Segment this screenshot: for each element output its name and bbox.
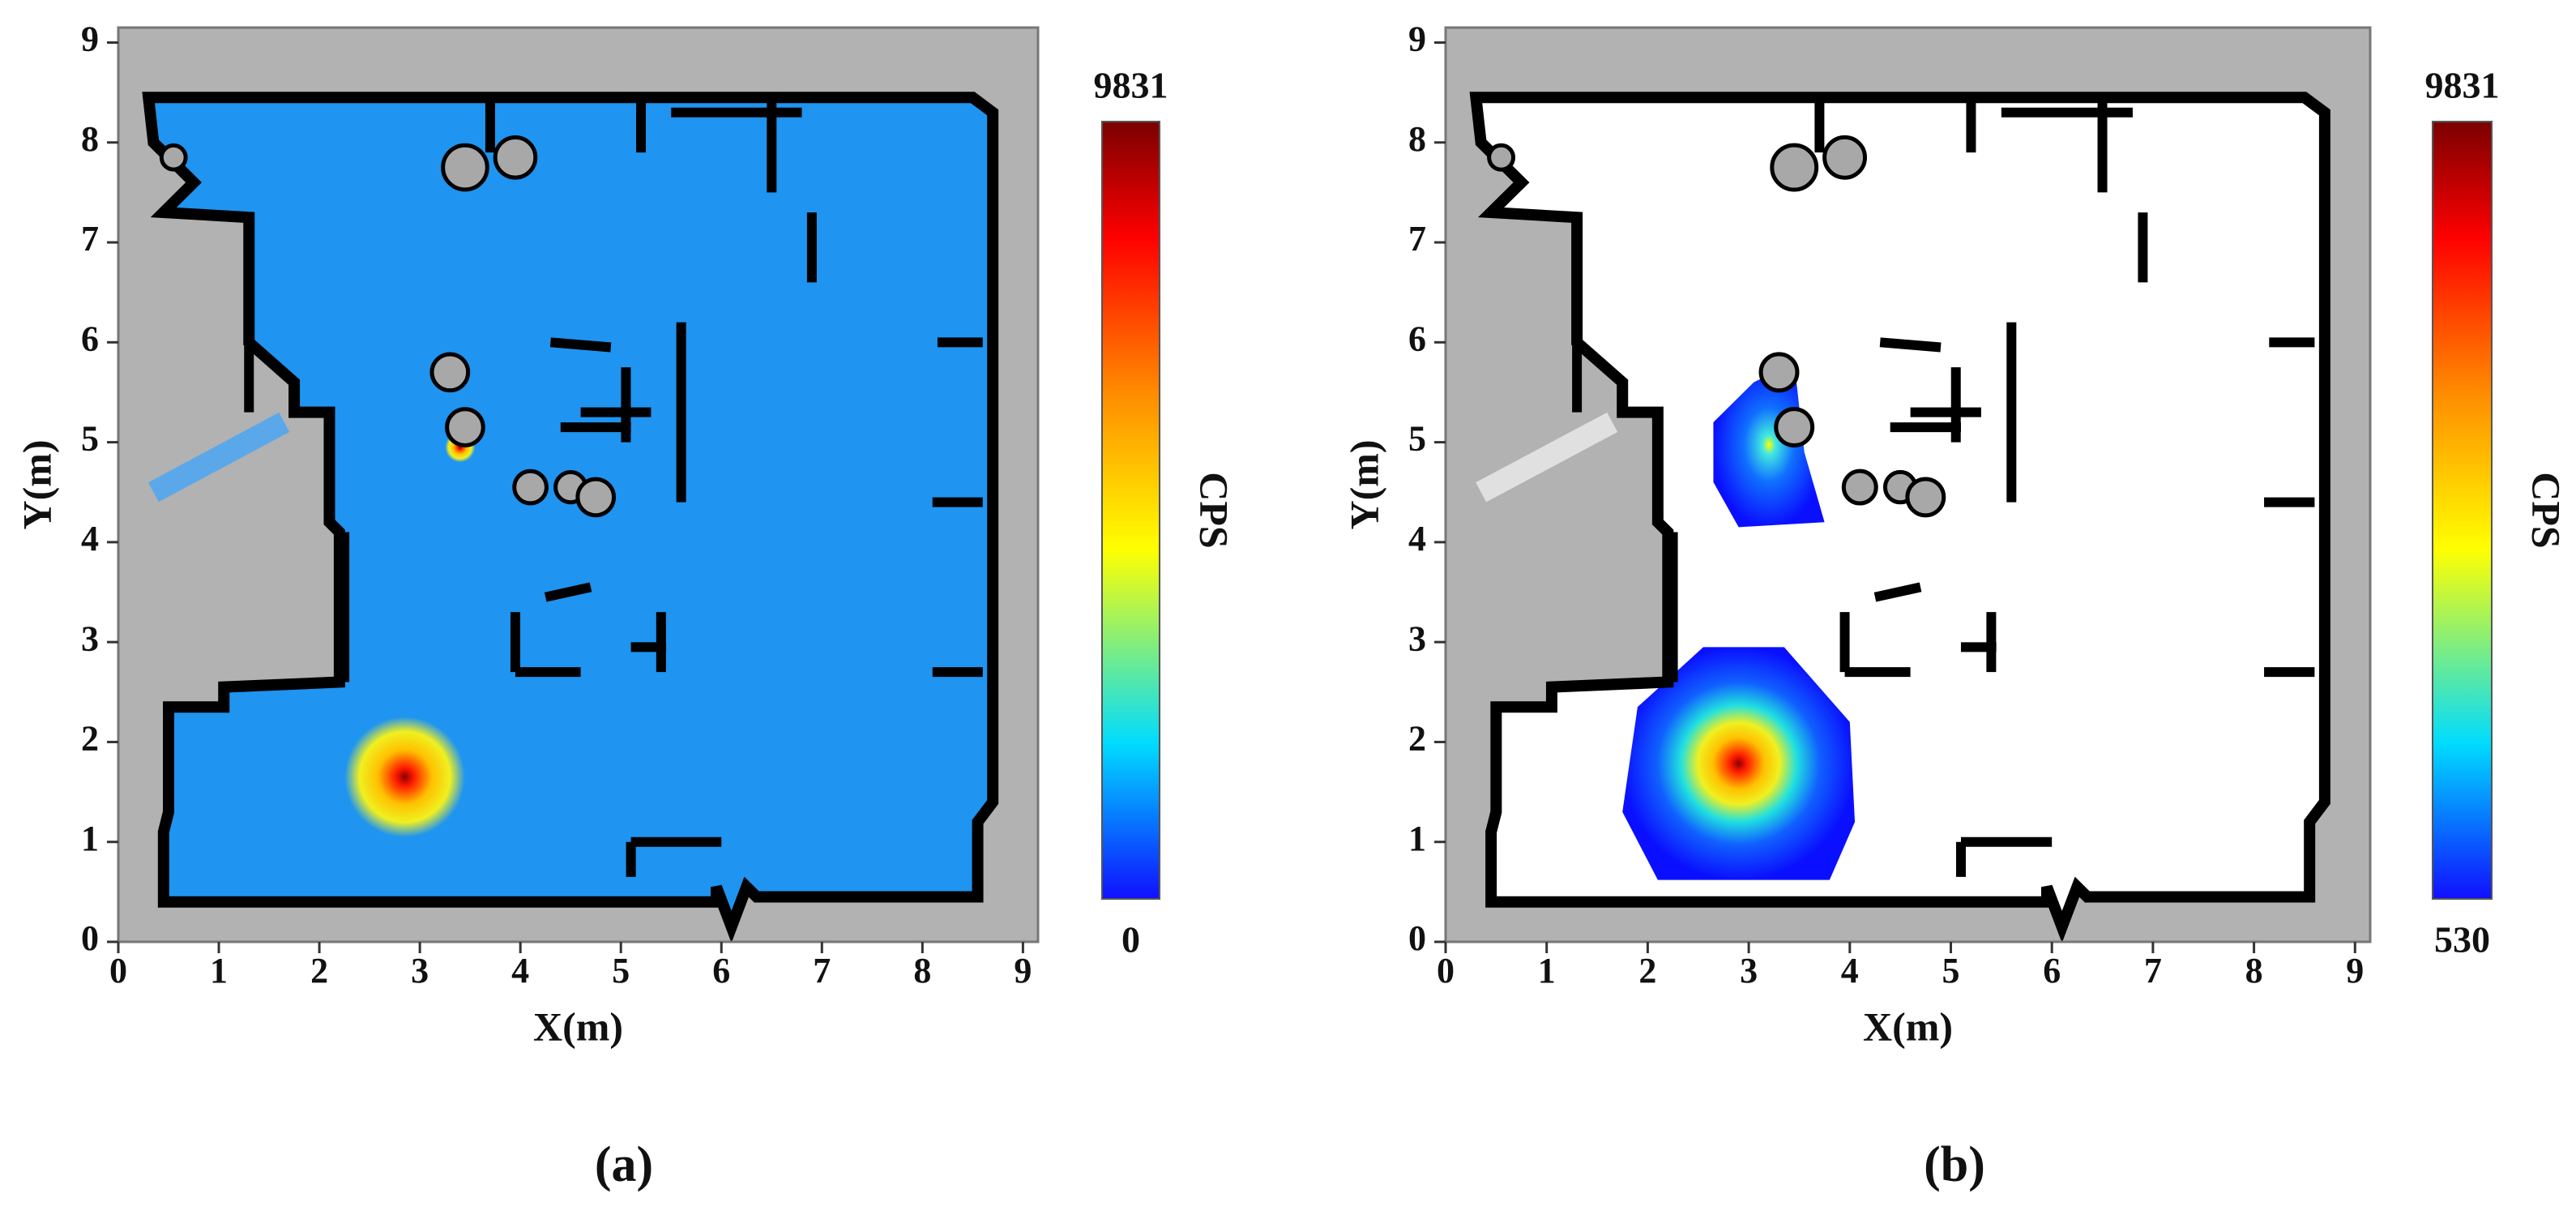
wall [544,582,592,602]
plot-frame [1444,26,2372,943]
x-tick-label: 0 [109,951,127,990]
plot-frame [117,26,1040,943]
obstacle [1770,143,1819,192]
obstacle [1841,468,1878,506]
x-tick-label: 1 [210,951,228,990]
x-tick-label: 5 [612,951,630,990]
obstacle [1487,143,1516,172]
ramp [1476,412,1618,503]
y-axis-label: Y(m) [1341,439,1386,529]
x-tick-label: 9 [1014,951,1032,990]
y-tick-label: 6 [1408,319,1426,358]
x-tick-label: 6 [712,951,730,990]
y-tick-label: 6 [81,319,99,358]
y-tick-label: 4 [81,519,99,558]
y-tick-label: 7 [81,219,99,259]
x-tick-label: 2 [310,951,328,990]
x-axis-label: X(m) [1863,1003,1953,1049]
obstacle [575,477,617,518]
x-axis-label: X(m) [533,1003,623,1049]
x-tick-label: 8 [2245,951,2263,990]
y-tick-label: 9 [1408,19,1426,59]
heat-region [1622,647,1856,880]
x-tick-label: 4 [511,951,529,990]
colorbar-tick-label: 0 [1121,919,1140,960]
wall [1873,582,1922,602]
wall [549,337,612,353]
y-tick-label: 7 [1408,219,1426,259]
panel-caption: (a) [595,1137,653,1192]
panel: 0 1 2 3 4 5 6 7 8 9 0 1 2 3 4 5 6 7 8 9 X(m) Y(m) 0 9831 CPS (a) [14,19,1237,1193]
floor [148,97,993,927]
x-tick-label: 2 [1638,951,1656,990]
x-tick-label: 8 [913,951,931,990]
panel-caption: (b) [1924,1137,1985,1192]
y-tick-label: 1 [81,819,99,858]
y-tick-label: 0 [81,918,99,958]
obstacle [441,143,489,192]
y-tick-label: 3 [1408,618,1426,658]
wall [1879,337,1942,353]
obstacle [1822,135,1868,180]
y-tick-label: 9 [81,19,99,59]
colorbar-tick-label: 9831 [1094,65,1168,106]
y-tick-label: 2 [81,719,99,759]
x-tick-label: 7 [2144,951,2162,990]
obstacle [429,352,471,393]
outer-wall [142,92,999,943]
x-tick-label: 4 [1841,951,1859,990]
colorbar-label: CPS [2524,472,2570,548]
y-tick-label: 8 [81,119,99,159]
obstacle [445,407,485,447]
colorbar-label: CPS [1192,472,1237,548]
heat-spot [344,717,465,838]
obstacle [1758,352,1800,393]
colorbar [1101,121,1160,900]
panel: 0 1 2 3 4 5 6 7 8 9 0 1 2 3 4 5 6 7 8 9 X(m) Y(m) 530 9831 CPS (b… [1341,19,2569,1193]
obstacle [1905,477,1946,518]
y-tick-label: 1 [1408,819,1426,858]
y-tick-label: 3 [81,618,99,658]
y-axis-label: Y(m) [14,439,59,529]
y-tick-label: 8 [1408,119,1426,159]
obstacle [1774,407,1815,448]
x-tick-label: 0 [1437,951,1455,990]
y-tick-label: 5 [1408,419,1426,459]
outer-wall [1469,92,2330,943]
x-tick-label: 7 [813,951,831,990]
obstacle [512,468,549,506]
x-tick-label: 6 [2043,951,2061,990]
heat-layer [1622,362,1856,880]
obstacle [493,135,538,180]
y-tick-label: 4 [1408,519,1426,558]
colorbar-tick-label: 530 [2434,919,2490,960]
y-tick-label: 0 [1408,918,1426,958]
x-tick-label: 5 [1942,951,1959,990]
obstacle [159,143,188,172]
x-tick-label: 1 [1538,951,1556,990]
ramp [147,412,290,503]
colorbar [2432,121,2493,900]
y-tick-label: 5 [81,419,99,459]
colorbar-tick-label: 9831 [2425,65,2500,106]
x-tick-label: 3 [411,951,429,990]
heat-region [1713,362,1825,528]
x-tick-label: 3 [1740,951,1758,990]
x-tick-label: 9 [2346,951,2364,990]
y-tick-label: 2 [1408,719,1426,759]
